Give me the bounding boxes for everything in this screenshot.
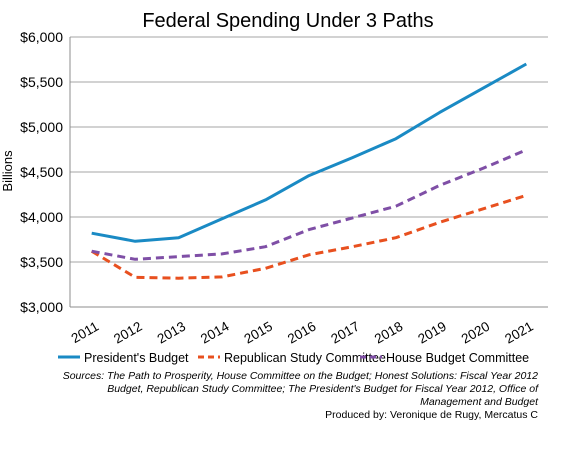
series-line-2: [91, 148, 527, 261]
y-tick-label: $3,500: [20, 254, 63, 270]
x-tick-label: 2013: [155, 319, 189, 347]
x-tick-label: 2021: [502, 319, 536, 347]
sources-line: Management and Budget: [420, 396, 538, 408]
x-tick-label: 2011: [69, 319, 102, 347]
series-lines: [90, 62, 528, 280]
gridlines: [69, 36, 548, 308]
y-tick-label: $6,000: [20, 29, 63, 45]
sources-note: Sources: The Path to Prosperity, House C…: [20, 370, 538, 409]
legend-label: House Budget Committee: [386, 351, 529, 365]
y-axis-ticks: $3,000 $3,500 $4,000 $4,500 $5,000 $5,500 $6,0…: [20, 29, 63, 315]
series-line-0: [91, 62, 528, 243]
series-line-1: [90, 193, 527, 280]
y-tick-label: $5,000: [20, 119, 63, 135]
x-tick-label: 2020: [459, 319, 493, 347]
x-tick-label: 2016: [285, 319, 319, 347]
credit-line: Produced by: Veronique de Rugy, Mercatus…: [325, 409, 538, 421]
legend: President's Budget Republican Study Commi…: [58, 351, 529, 365]
x-tick-label: 2012: [111, 319, 145, 347]
sources-line: Budget, Republican Study Committee; The …: [107, 383, 538, 395]
x-tick-label: 2019: [415, 319, 449, 347]
x-tick-label: 2018: [372, 319, 406, 347]
x-axis-ticks: 2011 2012 2013 2014 2015 2016 2017 2018 2019 2020…: [69, 318, 536, 346]
y-tick-label: $3,000: [20, 299, 63, 315]
legend-label: Republican Study Committee: [224, 351, 386, 365]
y-axis-label: Billions: [0, 150, 15, 192]
y-tick-label: $5,500: [20, 74, 63, 90]
y-tick-label: $4,500: [20, 164, 63, 180]
sources-line: Sources: The Path to Prosperity, House C…: [62, 370, 538, 382]
x-tick-label: 2015: [242, 319, 276, 347]
x-tick-label: 2014: [198, 318, 232, 346]
x-tick-label: 2017: [328, 319, 362, 347]
chart-title: Federal Spending Under 3 Paths: [142, 10, 433, 32]
legend-label: President's Budget: [84, 351, 189, 365]
y-tick-label: $4,000: [20, 209, 63, 225]
